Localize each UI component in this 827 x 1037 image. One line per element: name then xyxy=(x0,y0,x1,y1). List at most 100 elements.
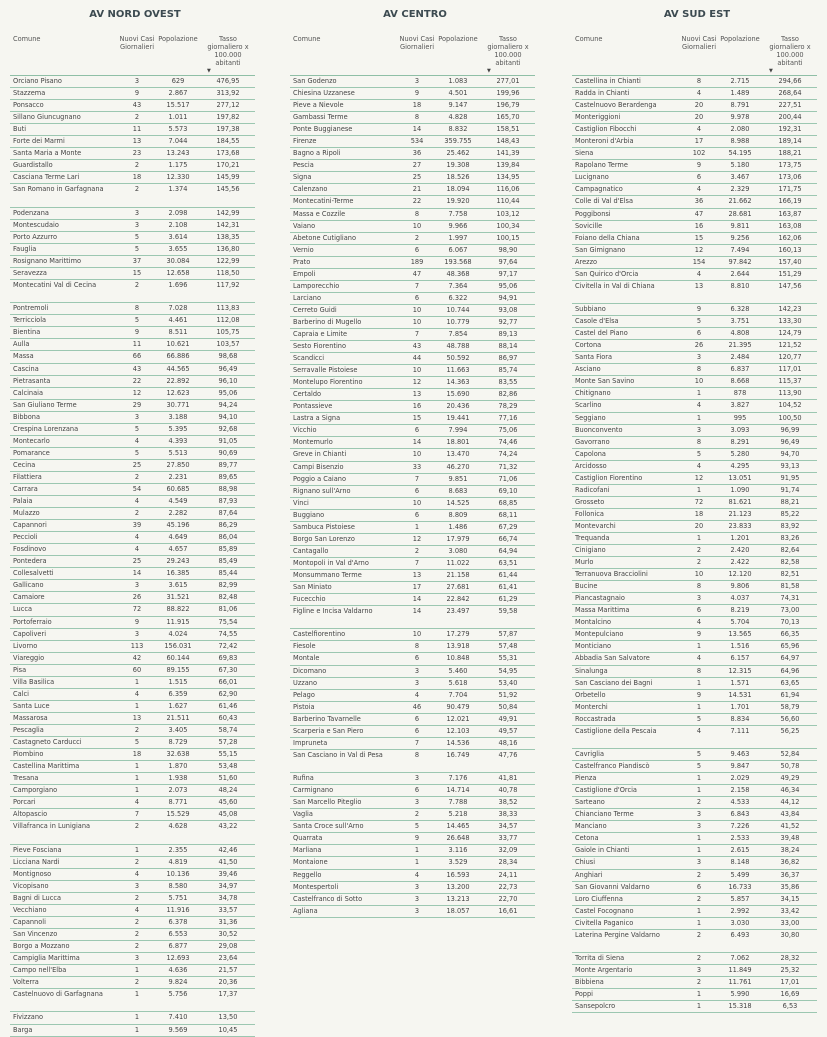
cell-tasso: 36,37 xyxy=(780,870,800,879)
cell-tasso: 38,52 xyxy=(498,798,518,807)
cell-popolazione: 3.188 xyxy=(168,412,188,421)
cell-comune: Massa e Cozzile xyxy=(293,209,346,218)
column-header-tasso[interactable]: Tasso giornaliero x 100.000 abitanti xyxy=(207,35,249,67)
cell-nuovi-casi: 6 xyxy=(696,606,702,615)
table-row: Fauglia 5 3.655 136,80 xyxy=(10,244,255,256)
table-row: Arezzo 154 97.842 157,40 xyxy=(572,257,817,269)
cell-popolazione: 1.515 xyxy=(168,677,188,686)
column-header-comune[interactable]: Comune xyxy=(293,35,321,43)
column-header-tasso[interactable]: Tasso giornaliero x 100.000 abitanti xyxy=(487,35,529,67)
table-row: Reggello 4 16.593 24,11 xyxy=(290,870,535,882)
column-header-comune[interactable]: Comune xyxy=(575,35,603,43)
cell-nuovi-casi: 1 xyxy=(134,990,140,999)
cell-popolazione: 9.569 xyxy=(168,1025,188,1034)
cell-tasso: 59,58 xyxy=(498,607,518,616)
cell-popolazione: 15.318 xyxy=(728,1002,752,1011)
cell-comune: Castagneto Carducci xyxy=(13,737,82,746)
sort-descending-icon[interactable]: ▼ xyxy=(207,68,211,74)
sort-descending-icon[interactable]: ▼ xyxy=(487,68,491,74)
cell-tasso: 34,15 xyxy=(780,894,800,903)
cell-comune: Monterchi xyxy=(575,702,608,711)
cell-tasso: 197,38 xyxy=(216,125,240,134)
cell-comune: Castiglione d'Orcia xyxy=(575,786,637,795)
sort-descending-icon[interactable]: ▼ xyxy=(769,68,773,74)
cell-popolazione: 15.690 xyxy=(446,390,470,399)
table-row: Campiglia Marittima 3 12.693 23,64 xyxy=(10,953,255,966)
cell-tasso: 96,10 xyxy=(218,376,238,385)
cell-tasso: 97,64 xyxy=(498,257,518,266)
cell-comune: San Casciano in Val di Pesa xyxy=(293,750,383,759)
column-header-nuovi-casi[interactable]: Nuovi Casi Giornalieri xyxy=(399,35,435,51)
cell-tasso: 196,79 xyxy=(496,101,520,110)
cell-tasso: 88,21 xyxy=(780,497,800,506)
cell-tasso: 142,31 xyxy=(216,220,240,229)
table-row: Villa Basilica 1 1.515 66,01 xyxy=(10,677,255,689)
cell-tasso: 39,46 xyxy=(218,869,238,878)
table-row: Pisa 60 89.155 67,30 xyxy=(10,665,255,677)
cell-comune: Cortona xyxy=(575,341,602,350)
cell-tasso: 88,14 xyxy=(498,342,518,351)
cell-comune: Pescaglia xyxy=(13,725,44,734)
table-row: Montaione 1 3.529 28,34 xyxy=(290,857,535,870)
column-header-popolazione[interactable]: Popolazione xyxy=(720,35,760,43)
cell-comune: Piancastagnaio xyxy=(575,594,625,603)
cell-popolazione: 2.867 xyxy=(168,89,188,98)
cell-nuovi-casi: 1 xyxy=(696,918,702,927)
table-row: San Giovanni Valdarno 6 16.733 35,86 xyxy=(572,882,817,894)
cell-popolazione: 9.463 xyxy=(730,750,750,759)
table-row: Pietrasanta 22 22.892 96,10 xyxy=(10,376,255,388)
cell-nuovi-casi: 2 xyxy=(414,233,420,242)
cell-nuovi-casi: 10 xyxy=(412,317,422,326)
column-header-nuovi-casi[interactable]: Nuovi Casi Giornalieri xyxy=(119,35,155,51)
cell-tasso: 33,00 xyxy=(780,918,800,927)
cell-tasso: 95,06 xyxy=(218,388,238,397)
cell-tasso: 122,99 xyxy=(216,256,240,265)
cell-comune: Abetone Cutigliano xyxy=(293,233,357,242)
cell-popolazione: 21.123 xyxy=(728,509,752,518)
table-row: Vicchio 6 7.994 75,06 xyxy=(290,425,535,438)
column-header-tasso[interactable]: Tasso giornaliero x 100.000 abitanti xyxy=(769,35,811,67)
column-header-popolazione[interactable]: Popolazione xyxy=(158,35,198,43)
cell-comune: Chianciano Terme xyxy=(575,810,634,819)
table-row: Capannori 39 45.196 86,29 xyxy=(10,520,255,533)
column-header-nuovi-casi[interactable]: Nuovi Casi Giornalieri xyxy=(681,35,717,51)
cell-popolazione: 5.857 xyxy=(730,894,750,903)
cell-tasso: 61,44 xyxy=(498,570,518,579)
table-row: Castellina Marittima 1 1.870 53,48 xyxy=(10,761,255,774)
cell-comune: Capannori xyxy=(13,521,47,530)
cell-popolazione: 10.621 xyxy=(166,340,190,349)
table-row: Pontassieve 16 20.436 78,29 xyxy=(290,401,535,414)
cell-comune: San Casciano dei Bagni xyxy=(575,678,653,687)
cell-popolazione: 10.136 xyxy=(166,869,190,878)
cell-tasso: 82,86 xyxy=(498,390,518,399)
table-row: Borgo a Mozzano 2 6.877 29,08 xyxy=(10,941,255,954)
cell-popolazione: 9.966 xyxy=(448,221,468,230)
cell-tasso: 163,08 xyxy=(778,221,802,230)
cell-popolazione: 7.854 xyxy=(448,329,468,338)
cell-tasso: 268,64 xyxy=(778,89,802,98)
cell-tasso: 60,43 xyxy=(218,713,238,722)
cell-comune: Volterra xyxy=(13,978,39,987)
table-row: Castiglione della Pescaia 4 7.111 56,25 xyxy=(572,726,817,750)
cell-popolazione: 22.892 xyxy=(166,376,190,385)
cell-tasso: 116,06 xyxy=(496,185,520,194)
column-header-comune[interactable]: Comune xyxy=(13,35,41,43)
cell-tasso: 65,96 xyxy=(780,642,800,651)
cell-comune: Palaia xyxy=(13,497,33,506)
cell-nuovi-casi: 2 xyxy=(134,509,140,518)
cell-tasso: 100,50 xyxy=(778,413,802,422)
cell-comune: Massarosa xyxy=(13,713,48,722)
table-title: AV NORD OVEST xyxy=(89,9,181,20)
table-row: Vicopisano 3 8.580 34,97 xyxy=(10,881,255,893)
cell-nuovi-casi: 17 xyxy=(694,137,704,146)
cell-nuovi-casi: 1 xyxy=(134,774,140,783)
cell-popolazione: 1.374 xyxy=(168,185,188,194)
cell-comune: Castiglion Fibocchi xyxy=(575,125,637,134)
cell-comune: Serravalle Pistoiese xyxy=(293,366,358,375)
cell-comune: Vicopisano xyxy=(13,881,49,890)
table-row: Orciano Pisano 3 629 476,95 xyxy=(10,76,255,89)
column-header-popolazione[interactable]: Popolazione xyxy=(438,35,478,43)
table-row: Montevarchi 20 23.833 83,92 xyxy=(572,521,817,533)
cell-comune: Castiglione della Pescaia xyxy=(575,726,657,735)
cell-nuovi-casi: 39 xyxy=(132,521,142,530)
